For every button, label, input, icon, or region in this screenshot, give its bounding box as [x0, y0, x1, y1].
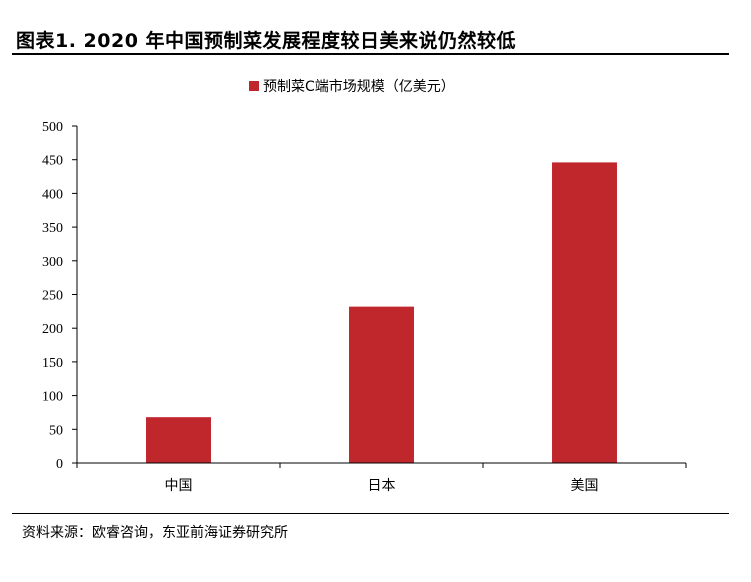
bars	[146, 162, 617, 463]
y-tick-label: 150	[42, 356, 63, 371]
source-note: 资料来源：欧睿咨询，东亚前海证券研究所	[22, 525, 288, 541]
x-tick-label: 美国	[571, 478, 599, 494]
legend: 预制菜C端市场规模（亿美元）	[249, 78, 455, 95]
title-rule	[12, 53, 729, 55]
x-axis: 中国 日本 美国	[76, 462, 687, 494]
y-axis: 0 50 100 150 200 250 300 350 400 450 500	[42, 120, 78, 472]
y-tick-label: 450	[42, 154, 63, 169]
x-tick-label: 中国	[165, 478, 193, 494]
x-tick-label: 日本	[368, 478, 396, 494]
legend-label: 预制菜C端市场规模（亿美元）	[263, 78, 455, 95]
source-rule	[12, 513, 729, 514]
y-tick-label: 500	[42, 120, 63, 135]
y-tick-label: 350	[42, 221, 63, 236]
y-tick-label: 0	[56, 457, 63, 472]
figure-title: 图表1. 2020 年中国预制菜发展程度较日美来说仍然较低	[16, 30, 517, 52]
y-tick-label: 50	[49, 423, 63, 438]
y-tick-label: 200	[42, 322, 63, 337]
bar	[552, 162, 617, 463]
bar	[349, 306, 414, 463]
y-tick-label: 250	[42, 289, 63, 304]
legend-swatch	[249, 81, 259, 91]
y-tick-label: 400	[42, 187, 63, 202]
y-tick-label: 300	[42, 255, 63, 270]
bar	[146, 417, 211, 463]
y-tick-label: 100	[42, 390, 63, 405]
